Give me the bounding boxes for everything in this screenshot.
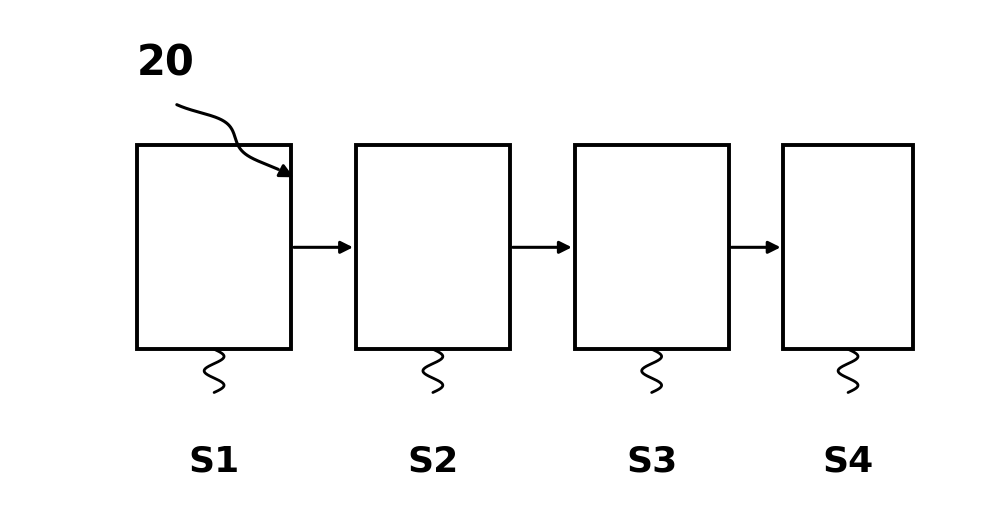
Text: S1: S1 <box>188 444 240 478</box>
Bar <box>356 145 510 349</box>
Bar <box>575 145 729 349</box>
Text: 20: 20 <box>137 43 195 85</box>
Bar <box>137 145 291 349</box>
Text: S4: S4 <box>822 444 874 478</box>
Text: S3: S3 <box>626 444 677 478</box>
Bar <box>783 145 913 349</box>
Text: S2: S2 <box>407 444 458 478</box>
